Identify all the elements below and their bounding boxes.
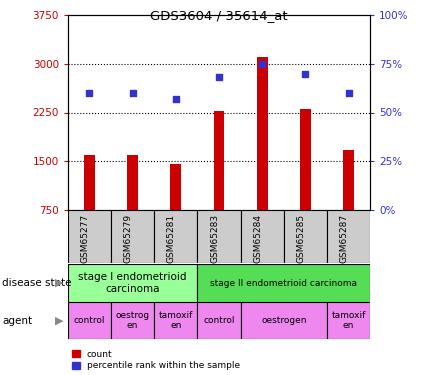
Text: GSM65281: GSM65281 — [167, 214, 176, 263]
Bar — [240, 210, 284, 262]
Point — [215, 74, 223, 80]
Text: GDS3604 / 35614_at: GDS3604 / 35614_at — [150, 9, 288, 22]
Bar — [154, 302, 198, 339]
Legend: count, percentile rank within the sample: count, percentile rank within the sample — [72, 350, 240, 370]
Point — [86, 90, 93, 96]
Bar — [111, 302, 154, 339]
Bar — [198, 210, 240, 262]
Text: disease state: disease state — [2, 278, 72, 288]
Text: oestrog
en: oestrog en — [116, 311, 150, 330]
Bar — [257, 57, 268, 210]
Text: GSM65287: GSM65287 — [339, 214, 349, 263]
Bar — [214, 111, 224, 210]
Text: agent: agent — [2, 316, 32, 326]
Bar — [127, 155, 138, 210]
Bar — [327, 302, 370, 339]
Bar — [343, 150, 354, 210]
Text: GSM65279: GSM65279 — [124, 214, 133, 263]
Bar — [240, 302, 327, 339]
Bar — [170, 164, 181, 210]
Text: GSM65284: GSM65284 — [253, 214, 262, 263]
Point — [172, 96, 179, 102]
Point — [345, 90, 352, 96]
Text: GSM65285: GSM65285 — [297, 214, 305, 263]
Text: stage II endometrioid carcinoma: stage II endometrioid carcinoma — [210, 279, 357, 288]
Bar — [284, 210, 327, 262]
Point — [302, 70, 309, 76]
Bar — [327, 210, 370, 262]
Text: GSM65283: GSM65283 — [210, 214, 219, 263]
Text: tamoxif
en: tamoxif en — [331, 311, 366, 330]
Text: GSM65277: GSM65277 — [81, 214, 89, 263]
Bar — [68, 210, 111, 262]
Text: control: control — [203, 316, 235, 325]
Bar — [198, 264, 370, 302]
Text: ▶: ▶ — [55, 316, 64, 326]
Point — [129, 90, 136, 96]
Bar — [154, 210, 198, 262]
Bar — [68, 264, 198, 302]
Bar — [84, 155, 95, 210]
Bar — [300, 109, 311, 210]
Bar — [198, 302, 240, 339]
Text: tamoxif
en: tamoxif en — [159, 311, 193, 330]
Text: oestrogen: oestrogen — [261, 316, 307, 325]
Text: ▶: ▶ — [55, 278, 64, 288]
Text: control: control — [74, 316, 105, 325]
Point — [259, 61, 266, 67]
Text: stage I endometrioid
carcinoma: stage I endometrioid carcinoma — [78, 272, 187, 294]
Bar — [111, 210, 154, 262]
Bar — [68, 302, 111, 339]
